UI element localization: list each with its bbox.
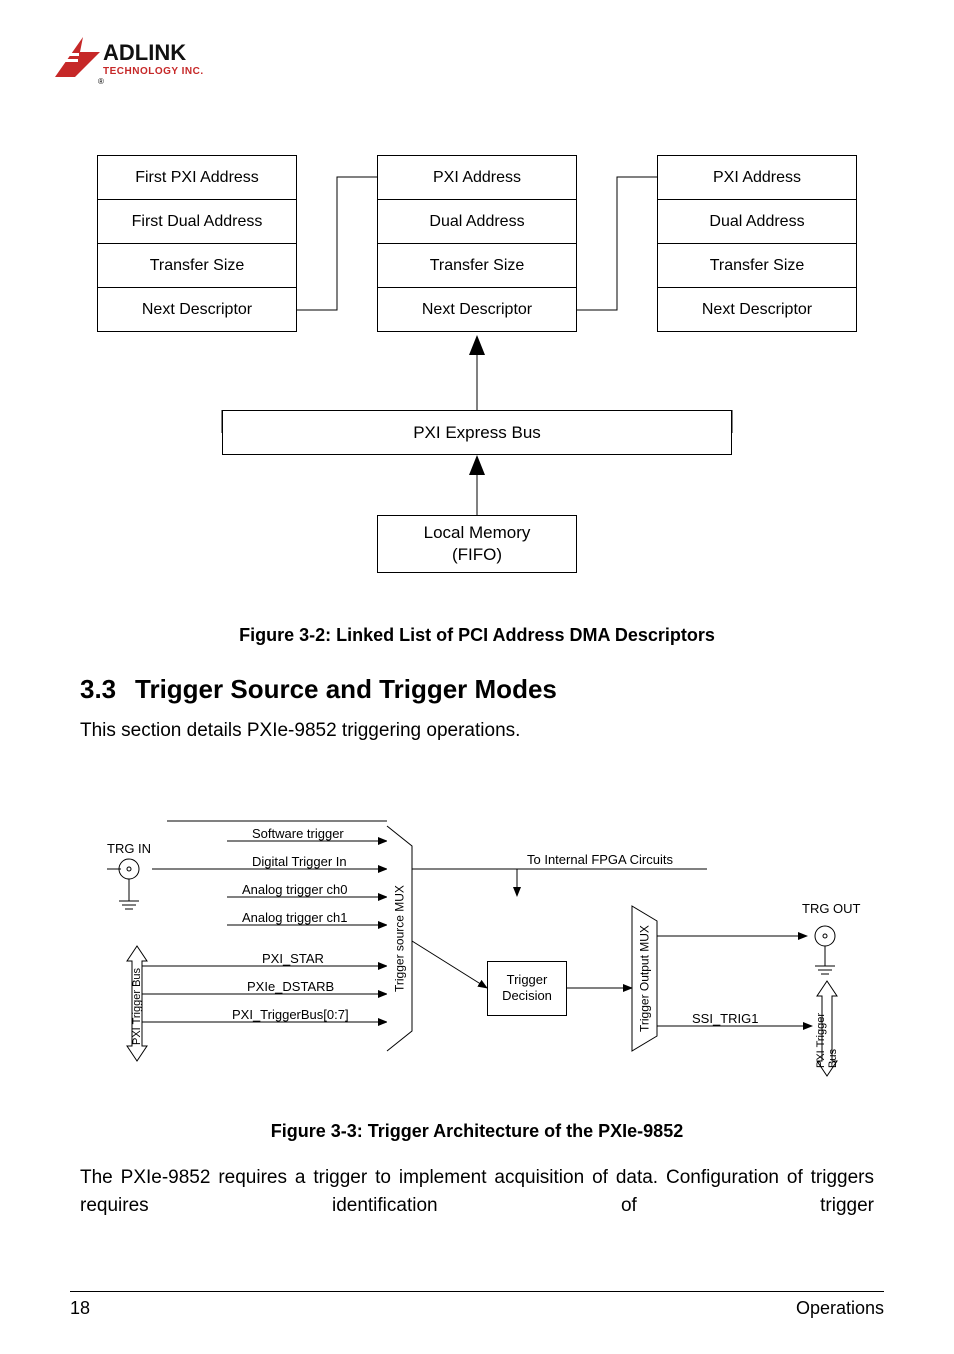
signal-analog-trigger-ch1: Analog trigger ch1 (242, 910, 348, 925)
closing-paragraph: The PXIe-9852 requires a trigger to impl… (80, 1164, 874, 1221)
svg-text:®: ® (98, 77, 104, 86)
trigger-output-mux: Trigger Output MUX (633, 921, 656, 1036)
cell-first-dual-address: First Dual Address (97, 199, 297, 244)
figure-3-2-caption: Figure 3-2: Linked List of PCI Address D… (70, 625, 884, 646)
logo-sub: TECHNOLOGY INC. (103, 66, 204, 77)
signal-pxie-dstarb: PXIe_DSTARB (247, 979, 334, 994)
logo-brand: ADLINK (103, 40, 186, 65)
fifo-line1: Local Memory (424, 522, 531, 544)
signal-pxi-star: PXI_STAR (262, 951, 324, 966)
cell-dual-address: Dual Address (377, 199, 577, 244)
cell-first-pxi-address: First PXI Address (97, 155, 297, 200)
cell-next-descriptor: Next Descriptor (377, 287, 577, 332)
page: ADLINK TECHNOLOGY INC. ® First PXI Addre… (0, 0, 954, 1354)
cell-pxi-address: PXI Address (657, 155, 857, 200)
section-title: Trigger Source and Trigger Modes (135, 674, 557, 704)
cell-dual-address: Dual Address (657, 199, 857, 244)
figure-3-2-diagram: First PXI Address First Dual Address Tra… (97, 155, 857, 595)
descriptor-column-3: PXI Address Dual Address Transfer Size N… (657, 155, 857, 332)
cell-pxi-address: PXI Address (377, 155, 577, 200)
cell-next-descriptor: Next Descriptor (97, 287, 297, 332)
ssi-trig1-label: SSI_TRIG1 (692, 1011, 758, 1026)
signal-digital-trigger-in: Digital Trigger In (252, 854, 347, 869)
signal-software-trigger: Software trigger (252, 826, 344, 841)
cell-next-descriptor: Next Descriptor (657, 287, 857, 332)
trigger-decision-box: Trigger Decision (487, 961, 567, 1016)
trigger-decision-label: Trigger Decision (502, 972, 552, 1003)
figure-3-3-caption: Figure 3-3: Trigger Architecture of the … (70, 1121, 884, 1142)
trg-in-label: TRG IN (107, 841, 151, 856)
descriptor-column-2: PXI Address Dual Address Transfer Size N… (377, 155, 577, 332)
section-number: 3.3 (80, 674, 135, 705)
trg-out-label: TRG OUT (802, 901, 861, 916)
figure-3-3-diagram: TRG IN Software trigger Digital Trigger … (87, 801, 867, 1101)
page-footer: 18 Operations (70, 1291, 884, 1319)
cell-transfer-size: Transfer Size (657, 243, 857, 288)
local-memory-fifo-box: Local Memory (FIFO) (377, 515, 577, 573)
descriptor-column-1: First PXI Address First Dual Address Tra… (97, 155, 297, 332)
cell-transfer-size: Transfer Size (377, 243, 577, 288)
trigger-source-mux: Trigger source MUX (388, 851, 411, 1026)
pxi-express-bus-box: PXI Express Bus (222, 410, 732, 455)
pxi-trigger-bus-left: PXI Trigger Bus (126, 961, 148, 1051)
cell-transfer-size: Transfer Size (97, 243, 297, 288)
section-heading: 3.3Trigger Source and Trigger Modes (80, 674, 884, 705)
page-number: 18 (70, 1298, 90, 1319)
signal-pxi-triggerbus: PXI_TriggerBus[0:7] (232, 1007, 349, 1022)
signal-analog-trigger-ch0: Analog trigger ch0 (242, 882, 348, 897)
logo: ADLINK TECHNOLOGY INC. ® (55, 32, 225, 87)
to-fpga-label: To Internal FPGA Circuits (527, 852, 673, 867)
footer-section: Operations (796, 1298, 884, 1319)
section-intro: This section details PXIe-9852 triggerin… (80, 717, 874, 746)
pxi-trigger-bus-right: PXI Trigger Bus (816, 993, 838, 1068)
fifo-line2: (FIFO) (452, 544, 502, 566)
